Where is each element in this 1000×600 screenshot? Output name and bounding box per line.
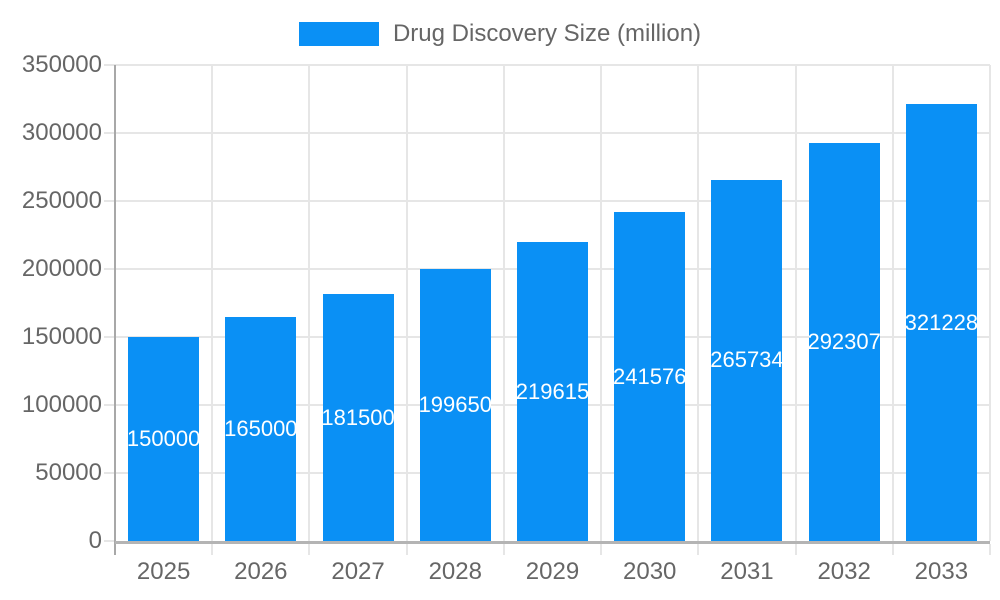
x-tick [405, 544, 408, 555]
y-grid-line [115, 200, 990, 202]
bar-value-label: 199650 [419, 392, 491, 418]
bar[interactable]: 321228 [905, 104, 977, 541]
bar[interactable]: 265734 [711, 179, 783, 541]
y-tick [104, 540, 115, 542]
x-axis-label: 2029 [525, 558, 580, 585]
legend-item[interactable]: Drug Discovery Size (million) [0, 20, 1000, 48]
bar-value-label: 241576 [614, 363, 686, 389]
x-tick [891, 544, 894, 555]
x-tick [600, 544, 603, 555]
x-axis-label: 2027 [331, 558, 385, 585]
bar-value-label: 321228 [905, 309, 977, 335]
y-axis-label: 300000 [21, 119, 102, 146]
y-grid-line [115, 64, 990, 66]
y-tick [104, 336, 115, 338]
y-tick [104, 200, 115, 202]
x-tick [989, 544, 991, 555]
y-axis-line [114, 65, 116, 555]
y-axis-label: 0 [88, 527, 102, 554]
x-axis-label: 2033 [914, 558, 969, 585]
y-axis-label: 100000 [21, 391, 102, 418]
x-grid-line [989, 65, 991, 541]
y-tick [104, 64, 115, 66]
bar-value-label: 150000 [128, 426, 200, 451]
x-grid-line [697, 65, 700, 541]
x-axis-label: 2032 [817, 558, 871, 585]
bar[interactable]: 199650 [419, 269, 491, 541]
y-tick [104, 472, 115, 474]
x-tick [308, 544, 311, 555]
x-axis-label: 2031 [720, 558, 774, 585]
x-tick [211, 544, 214, 555]
x-tick [794, 544, 797, 555]
y-axis-label: 150000 [21, 323, 102, 350]
y-axis-label: 50000 [35, 459, 102, 486]
bar[interactable]: 292307 [808, 143, 880, 541]
bar[interactable]: 241576 [614, 212, 686, 541]
x-grid-line [211, 65, 214, 541]
x-tick [502, 544, 505, 555]
x-axis-label: 2025 [136, 558, 191, 585]
y-tick [104, 132, 115, 134]
x-grid-line [794, 65, 797, 541]
bar[interactable]: 150000 [128, 337, 200, 541]
x-grid-line [308, 65, 311, 541]
legend-swatch [298, 22, 379, 46]
x-grid-line [502, 65, 505, 541]
bar[interactable]: 165000 [225, 316, 297, 541]
bar-value-label: 219615 [517, 378, 588, 404]
x-axis-line [115, 541, 990, 544]
bar-value-label: 181500 [322, 404, 394, 430]
x-tick [697, 544, 700, 555]
y-axis-label: 200000 [21, 255, 102, 282]
legend-label: Drug Discovery Size (million) [392, 20, 702, 47]
x-axis-label: 2026 [234, 558, 288, 585]
y-grid-line [115, 132, 990, 134]
bar[interactable]: 181500 [322, 294, 394, 541]
x-grid-line [891, 65, 894, 541]
y-axis-label: 250000 [21, 187, 102, 214]
x-grid-line [600, 65, 603, 541]
x-axis-label: 2030 [623, 558, 677, 585]
x-axis-label: 2028 [428, 558, 482, 585]
y-axis-label: 350000 [21, 51, 102, 78]
bar-value-label: 292307 [808, 329, 880, 355]
bar-value-label: 265734 [711, 347, 783, 373]
bar[interactable]: 219615 [517, 242, 588, 541]
y-tick [104, 404, 115, 406]
x-grid-line [405, 65, 408, 541]
bar-value-label: 165000 [225, 415, 297, 441]
y-tick [104, 268, 115, 270]
